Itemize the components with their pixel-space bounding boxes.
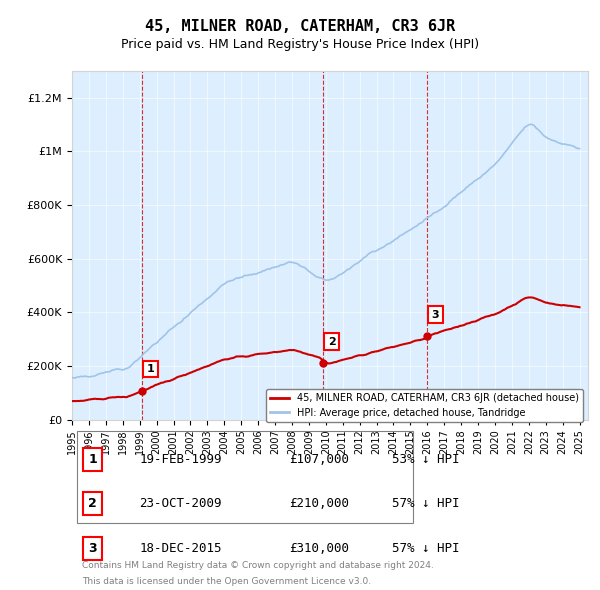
Text: 45, MILNER ROAD, CATERHAM, CR3 6JR: 45, MILNER ROAD, CATERHAM, CR3 6JR xyxy=(145,19,455,34)
Text: 19-FEB-1999: 19-FEB-1999 xyxy=(139,453,221,466)
Text: 2: 2 xyxy=(328,336,335,346)
Text: 3: 3 xyxy=(88,542,97,555)
Legend: 45, MILNER ROAD, CATERHAM, CR3 6JR (detached house), HPI: Average price, detache: 45, MILNER ROAD, CATERHAM, CR3 6JR (deta… xyxy=(266,389,583,422)
Text: 57% ↓ HPI: 57% ↓ HPI xyxy=(392,542,460,555)
Text: 57% ↓ HPI: 57% ↓ HPI xyxy=(392,497,460,510)
Text: This data is licensed under the Open Government Licence v3.0.: This data is licensed under the Open Gov… xyxy=(82,577,371,586)
Text: 2: 2 xyxy=(88,497,97,510)
Text: 53% ↓ HPI: 53% ↓ HPI xyxy=(392,453,460,466)
Text: £107,000: £107,000 xyxy=(289,453,349,466)
Text: 23-OCT-2009: 23-OCT-2009 xyxy=(139,497,221,510)
Text: 18-DEC-2015: 18-DEC-2015 xyxy=(139,542,221,555)
Text: 1: 1 xyxy=(88,453,97,466)
Text: 1: 1 xyxy=(147,364,155,374)
Text: £210,000: £210,000 xyxy=(289,497,349,510)
Text: 3: 3 xyxy=(431,310,439,320)
Text: Contains HM Land Registry data © Crown copyright and database right 2024.: Contains HM Land Registry data © Crown c… xyxy=(82,561,434,570)
Text: £310,000: £310,000 xyxy=(289,542,349,555)
Text: Price paid vs. HM Land Registry's House Price Index (HPI): Price paid vs. HM Land Registry's House … xyxy=(121,38,479,51)
